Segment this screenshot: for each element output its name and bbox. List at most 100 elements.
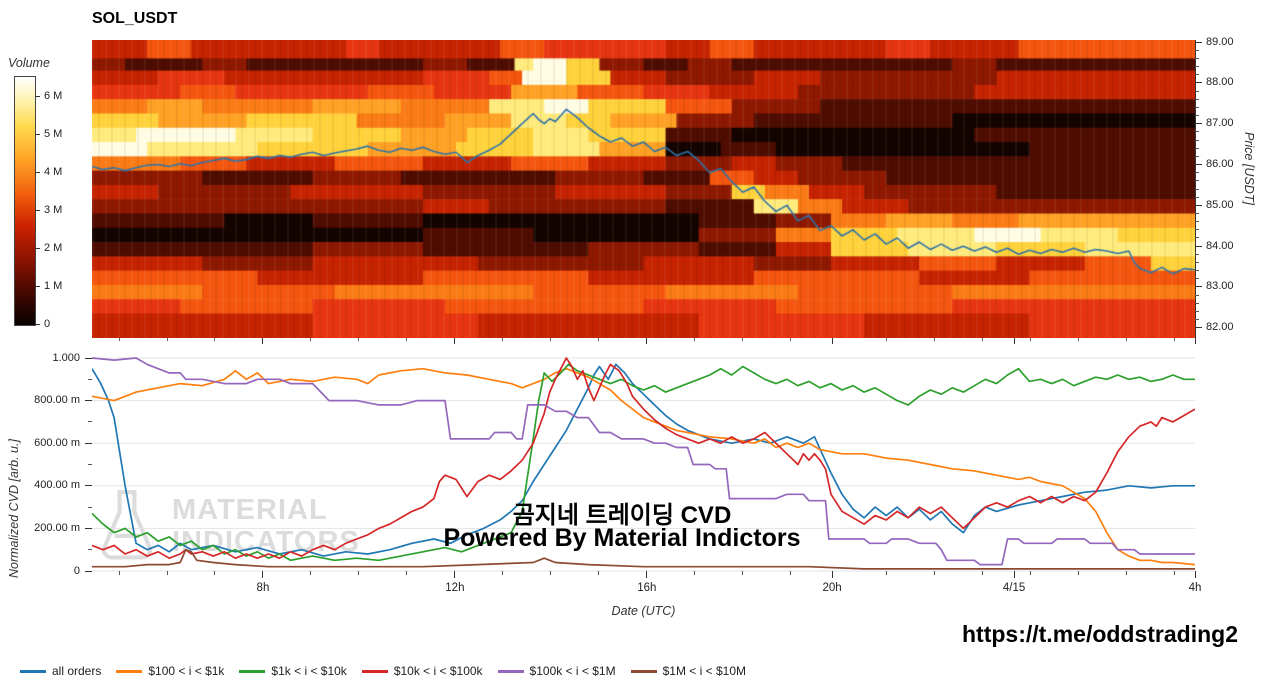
heatmap-tick [262,338,264,344]
price-tick-label: 87.00 [1206,117,1234,130]
cvd-tick [85,485,92,487]
price-tick-label: 88.00 [1206,76,1234,89]
legend-item: $1M < i < $10M [630,664,746,678]
heatmap-minor-tick [886,338,888,341]
price-minor-tick [1195,115,1199,117]
heatmap-minor-tick [598,338,600,341]
price-minor-tick [1195,74,1199,76]
date-tick-label: 4h [1188,582,1202,594]
cvd-tick [85,442,92,444]
price-minor-tick [1195,270,1199,272]
price-tick [1195,286,1202,288]
price-minor-tick [1195,188,1199,190]
heatmap-tick [831,338,833,344]
date-tick-label: 20h [822,582,842,594]
date-minor-tick [886,571,888,575]
price-minor-tick [1195,66,1199,68]
date-minor-tick [550,571,552,575]
date-tick-label: 4/15 [1002,582,1026,594]
legend-label: $1M < i < $10M [662,664,746,678]
date-tick-label: 12h [445,582,465,594]
price-tick-label: 89.00 [1206,35,1234,48]
date-axis-label: Date (UTC) [611,604,676,618]
series--100-i-1k [92,367,1195,566]
series--10k-i-100k [92,357,1195,560]
price-minor-tick [1195,57,1199,59]
price-tick [1195,123,1202,125]
volume-tick [35,134,40,136]
price-tick-label: 82.00 [1206,321,1234,334]
price-minor-tick [1195,212,1199,214]
heatmap-minor-tick [358,338,360,341]
cvd-minor-tick [88,464,92,465]
date-minor-tick [118,571,120,575]
heatmap-tick [1194,338,1196,344]
series--1M-i-10M [92,548,1195,570]
series--100k-i-1M [92,357,1195,566]
cvd-tick [85,357,92,359]
heatmap-minor-tick [550,338,552,341]
legend-swatch [361,669,388,673]
price-tick-label: 84.00 [1206,239,1234,252]
heatmap-minor-tick [166,338,168,341]
date-minor-tick [742,571,744,575]
price-minor-tick [1195,106,1199,108]
liquidity-heatmap [92,40,1195,338]
date-minor-tick [310,571,312,575]
legend-item: $10k < i < $100k [361,664,483,678]
date-minor-tick [502,571,504,575]
legend-label: $100k < i < $1M [529,664,616,678]
heatmap-minor-tick [982,338,984,341]
date-minor-tick [598,571,600,575]
price-minor-tick [1195,172,1199,174]
date-minor-tick [358,571,360,575]
cvd-tick-label: 200.00 m [34,521,80,534]
legend-swatch [497,669,524,673]
powered-caption: Powered By Material Indictors [443,524,801,552]
legend-item: $100k < i < $1M [497,664,616,678]
cvd-tick [85,527,92,529]
price-axis [1195,40,1196,339]
price-minor-tick [1195,221,1199,223]
price-axis-label: Price [USDT] [1242,132,1256,205]
price-tick-label: 85.00 [1206,198,1234,211]
price-minor-tick [1195,90,1199,92]
price-minor-tick [1195,319,1199,321]
volume-colorbar [14,76,36,326]
price-minor-tick [1195,98,1199,100]
date-tick-label: 8h [256,582,270,594]
heatmap-minor-tick [742,338,744,341]
chart-title: SOL_USDT [92,10,178,27]
volume-tick [35,323,40,325]
date-minor-tick [406,571,408,575]
price-minor-tick [1195,139,1199,141]
heatmap-minor-tick [790,338,792,341]
cvd-minor-tick [88,378,92,380]
heatmap-minor-tick [406,338,408,341]
date-minor-tick [1174,571,1176,575]
volume-tick-label: 2 M [44,241,63,254]
volume-tick-label: 3 M [44,203,63,216]
legend-swatch [116,669,143,673]
date-minor-tick [694,571,696,575]
legend-swatch [20,669,46,673]
volume-tick [35,285,40,287]
price-tick-label: 83.00 [1206,280,1234,293]
cvd-tick-label: 600.00 m [34,436,80,449]
series--1k-i-10k [92,363,1195,562]
price-tick [1195,245,1202,247]
date-tick [646,571,648,578]
price-tick [1195,164,1202,165]
cvd-tick [85,570,92,572]
price-minor-tick [1195,147,1199,149]
telegram-url: https://t.me/oddstrading2 [962,621,1238,647]
heatmap-minor-tick [1078,338,1080,341]
volume-tick-label: 6 M [44,90,63,103]
date-tick-label: 16h [637,582,657,594]
series-all-orders [92,363,1195,557]
heatmap-minor-tick [934,338,936,341]
cvd-axis-label: Normalized CVD [arb. u.] [7,439,21,578]
heatmap-minor-tick [118,338,120,341]
date-tick [1194,571,1196,578]
